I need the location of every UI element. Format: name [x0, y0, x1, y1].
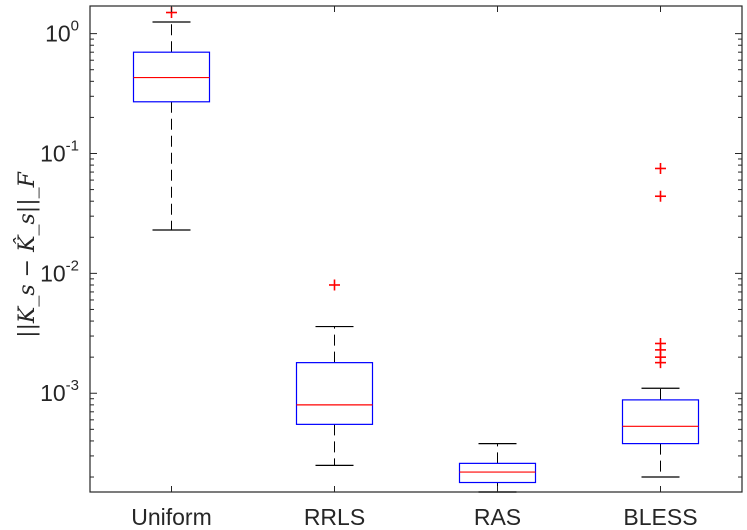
y-tick-exponent: -3	[66, 377, 79, 394]
outlier-point	[655, 190, 666, 202]
iqr-box	[621, 399, 700, 445]
y-tick-base: 10	[45, 21, 71, 47]
x-tick-label-rrls: RRLS	[304, 504, 365, 530]
chart-marks	[132, 7, 700, 493]
iqr-box	[458, 462, 537, 484]
y-tick-base: 10	[40, 260, 66, 286]
x-tick-label-ras: RAS	[474, 504, 521, 530]
outlier-point	[329, 279, 340, 291]
x-axis-ticks: Uniform RRLS RAS BLESS	[131, 6, 698, 530]
box-group-uniform	[132, 7, 211, 231]
x-tick-label-bless: BLESS	[623, 504, 697, 530]
y-tick-label: 10-1	[40, 137, 79, 166]
y-tick-label: 100	[45, 18, 79, 47]
box-group-rrls	[295, 279, 374, 467]
x-tick-label-uniform: Uniform	[131, 504, 212, 530]
outlier-point	[655, 162, 666, 174]
y-tick-exponent: -1	[66, 137, 79, 154]
plot-area	[89, 5, 743, 493]
y-tick-exponent: 0	[71, 18, 79, 35]
y-axis-label: ||K_s − K̂_s||_F	[14, 171, 40, 338]
box-group-bless	[621, 162, 700, 478]
y-tick-exponent: -2	[66, 257, 79, 274]
y-tick-base: 10	[40, 380, 66, 406]
outlier-point	[655, 357, 666, 369]
box-group-ras	[458, 443, 537, 493]
iqr-box	[295, 362, 374, 425]
y-tick-base: 10	[40, 140, 66, 166]
y-tick-label: 10-3	[40, 377, 79, 406]
y-tick-label: 10-2	[40, 257, 79, 286]
